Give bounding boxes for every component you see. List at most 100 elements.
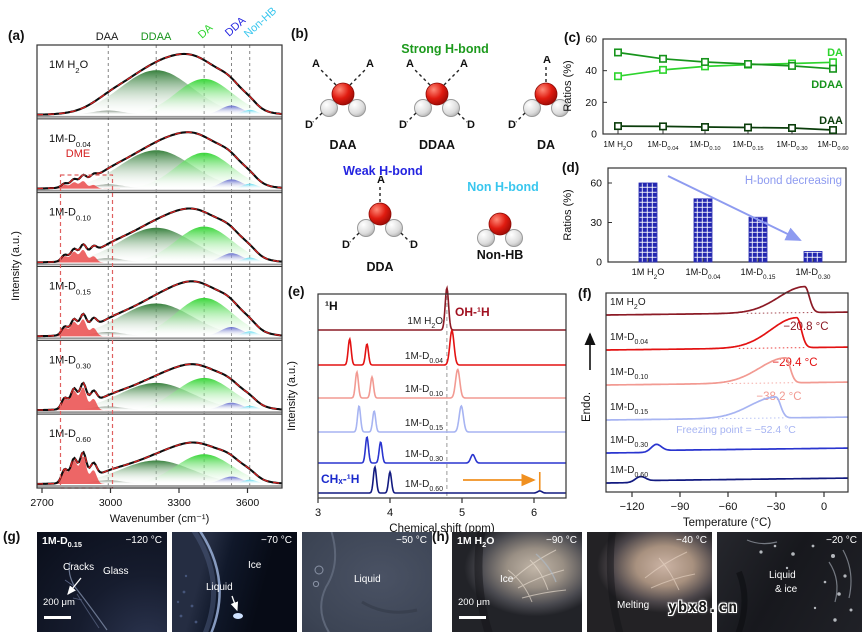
svg-text:30: 30: [590, 217, 602, 229]
micrograph-g-70c: −70 °C Ice Liquid: [172, 532, 297, 632]
series-label-ddaa: DDAA: [811, 79, 843, 91]
spectrum-row-5: 1M-D0.30: [36, 339, 282, 414]
micrograph-temp-label: −20 °C: [826, 535, 857, 546]
panel-label-f: (f): [578, 286, 592, 301]
svg-text:1M-D0.04: 1M-D0.04: [686, 267, 721, 281]
bond-label-a: A: [406, 58, 414, 70]
spectrum-row-4: 1M-D0.15: [37, 266, 282, 340]
svg-text:1M-D0.60: 1M-D0.60: [610, 465, 648, 479]
micrograph-sample-label: 1M-D0.15: [42, 535, 82, 550]
bond-label-d: D: [410, 239, 418, 251]
c-y-axis-title: Ratios (%): [562, 60, 574, 111]
non-hbond-title: Non H-bond: [445, 180, 561, 194]
scalebar: [44, 616, 71, 619]
svg-text:−30: −30: [767, 501, 786, 513]
species-label-non-hb: Non-HB: [242, 5, 279, 40]
molecule-dda: A D D: [342, 176, 418, 251]
bond-label-d: D: [342, 239, 350, 251]
f-y-axis-title: Endo.: [581, 392, 593, 422]
svg-text:20: 20: [585, 97, 597, 109]
micrograph-h-90c: 1M H2O −90 °C Ice 200 μm: [452, 532, 582, 632]
oh-proton-label: OH-¹H: [455, 305, 490, 319]
liquid-ice-annotation-line1: Liquid: [769, 570, 796, 581]
micrograph-g-50c: −50 °C Liquid: [302, 532, 432, 632]
bond-label-a: A: [543, 56, 551, 66]
spectrum-row-3: 1M-D0.10: [36, 192, 282, 266]
svg-text:1M-D0.10: 1M-D0.10: [405, 384, 443, 398]
molecule-da: AD: [508, 56, 569, 131]
spectrum-row-2: 1M-D0.04: [37, 118, 282, 192]
svg-text:1M-D0.10: 1M-D0.10: [610, 367, 648, 381]
scalebar: [459, 616, 486, 619]
svg-text:1M-D0.15: 1M-D0.15: [49, 281, 91, 297]
svg-text:1M-D0.15: 1M-D0.15: [405, 418, 443, 432]
svg-text:−90: −90: [671, 501, 690, 513]
bond-label-a: A: [460, 58, 468, 70]
svg-text:3300: 3300: [167, 497, 191, 509]
liquid-ice-annotation-line2: & ice: [775, 584, 798, 595]
ratio-bar-3: [748, 216, 768, 263]
svg-text:1M H2O: 1M H2O: [610, 297, 646, 311]
bond-label-a: A: [377, 176, 385, 186]
svg-text:1M-D0.15: 1M-D0.15: [741, 267, 776, 281]
svg-text:0: 0: [596, 257, 602, 269]
non-hbond-title-text: Non H-bond: [467, 180, 539, 194]
strong-hbond-title: Strong H-bond: [360, 42, 530, 56]
svg-text:6: 6: [531, 507, 537, 519]
freezing-point-label-3: −38.2 °C: [756, 391, 801, 403]
dsc-curves-chart: 1M H2O −20.8 °C 1M-D0.04 −29.4 °C 1M-D0.10 −3…: [581, 285, 849, 529]
svg-text:1M-D0.15: 1M-D0.15: [610, 402, 648, 416]
bond-label-d: D: [508, 119, 516, 131]
bond-label-a: A: [366, 58, 374, 70]
micrograph-temp-label: −70 °C: [261, 535, 292, 546]
svg-text:1M-D0.04: 1M-D0.04: [647, 140, 679, 152]
molecule-ddaa: A A D D: [399, 58, 475, 131]
svg-text:3000: 3000: [99, 497, 123, 509]
nucleus-label: ¹H: [325, 299, 338, 313]
svg-text:1M H2O: 1M H2O: [407, 316, 443, 330]
svg-text:1M-D0.10: 1M-D0.10: [49, 207, 91, 223]
hbond-decreasing-label: H-bond decreasing: [745, 175, 842, 187]
svg-text:2700: 2700: [30, 497, 54, 509]
freezing-point-label-2: −29.4 °C: [772, 357, 817, 369]
nmr-trace-6: 1M-D0.60: [318, 464, 566, 494]
hbond-ratios-line-chart: 0 20 40 60 1M H2O 1M-D0.04 1M-D0.10 1M-D0.15 1M-…: [562, 34, 849, 153]
svg-text:3600: 3600: [236, 497, 260, 509]
micrograph-temp-label: −120 °C: [125, 535, 162, 546]
svg-text:1M-D0.60: 1M-D0.60: [49, 428, 91, 444]
svg-text:1M-D0.30: 1M-D0.30: [610, 435, 648, 449]
a-y-axis-title: Intensity (a.u.): [10, 231, 22, 301]
svg-text:3: 3: [315, 507, 321, 519]
molecule-name-dda: DDA: [366, 260, 394, 274]
dsc-curve-1: 1M H2O: [606, 285, 848, 316]
svg-text:1M-D0.30: 1M-D0.30: [776, 140, 807, 152]
bond-label-a: A: [312, 58, 320, 70]
micrograph-sample-label: 1M H2O: [457, 535, 495, 550]
nmr-trace-4: 1M-D0.15: [318, 404, 566, 433]
micrograph-h-20c: −20 °C Liquid & ice: [717, 532, 862, 632]
watermark: ybx8.cn: [668, 598, 739, 616]
svg-text:60: 60: [590, 178, 602, 190]
series-label-daa: DAA: [819, 115, 843, 127]
liquid-arrow: [230, 595, 239, 612]
a-x-axis-title: Wavenumber (cm⁻¹): [110, 513, 210, 525]
cracks-arrow: [67, 577, 82, 596]
svg-text:1M-D0.04: 1M-D0.04: [49, 133, 92, 149]
svg-text:0: 0: [591, 129, 597, 141]
dsc-curve-3: 1M-D0.10: [606, 357, 848, 386]
panel-label-a: (a): [8, 28, 25, 43]
svg-text:1M-D0.10: 1M-D0.10: [689, 140, 720, 152]
svg-text:60: 60: [585, 34, 597, 46]
species-label-daa: DAA: [96, 31, 119, 43]
ratio-series-daa: [613, 122, 837, 135]
bond-label-d: D: [305, 119, 313, 131]
svg-text:1M H2O: 1M H2O: [49, 59, 89, 75]
panel-label-e: (e): [288, 284, 305, 299]
ftir-spectra-chart: 1M H2O 1M-D0.04 1M-D0.10 1M-D0.15 1M-D0.30 1M…: [10, 5, 283, 525]
liquid-annotation: Liquid: [354, 574, 381, 585]
dsc-curve-4: 1M-D0.15: [606, 396, 848, 421]
species-label-da: DA: [196, 22, 216, 42]
svg-text:1M-D0.30: 1M-D0.30: [405, 449, 443, 463]
liquid-droplet: [233, 613, 243, 619]
micrograph-temp-label: −40 °C: [676, 535, 707, 546]
